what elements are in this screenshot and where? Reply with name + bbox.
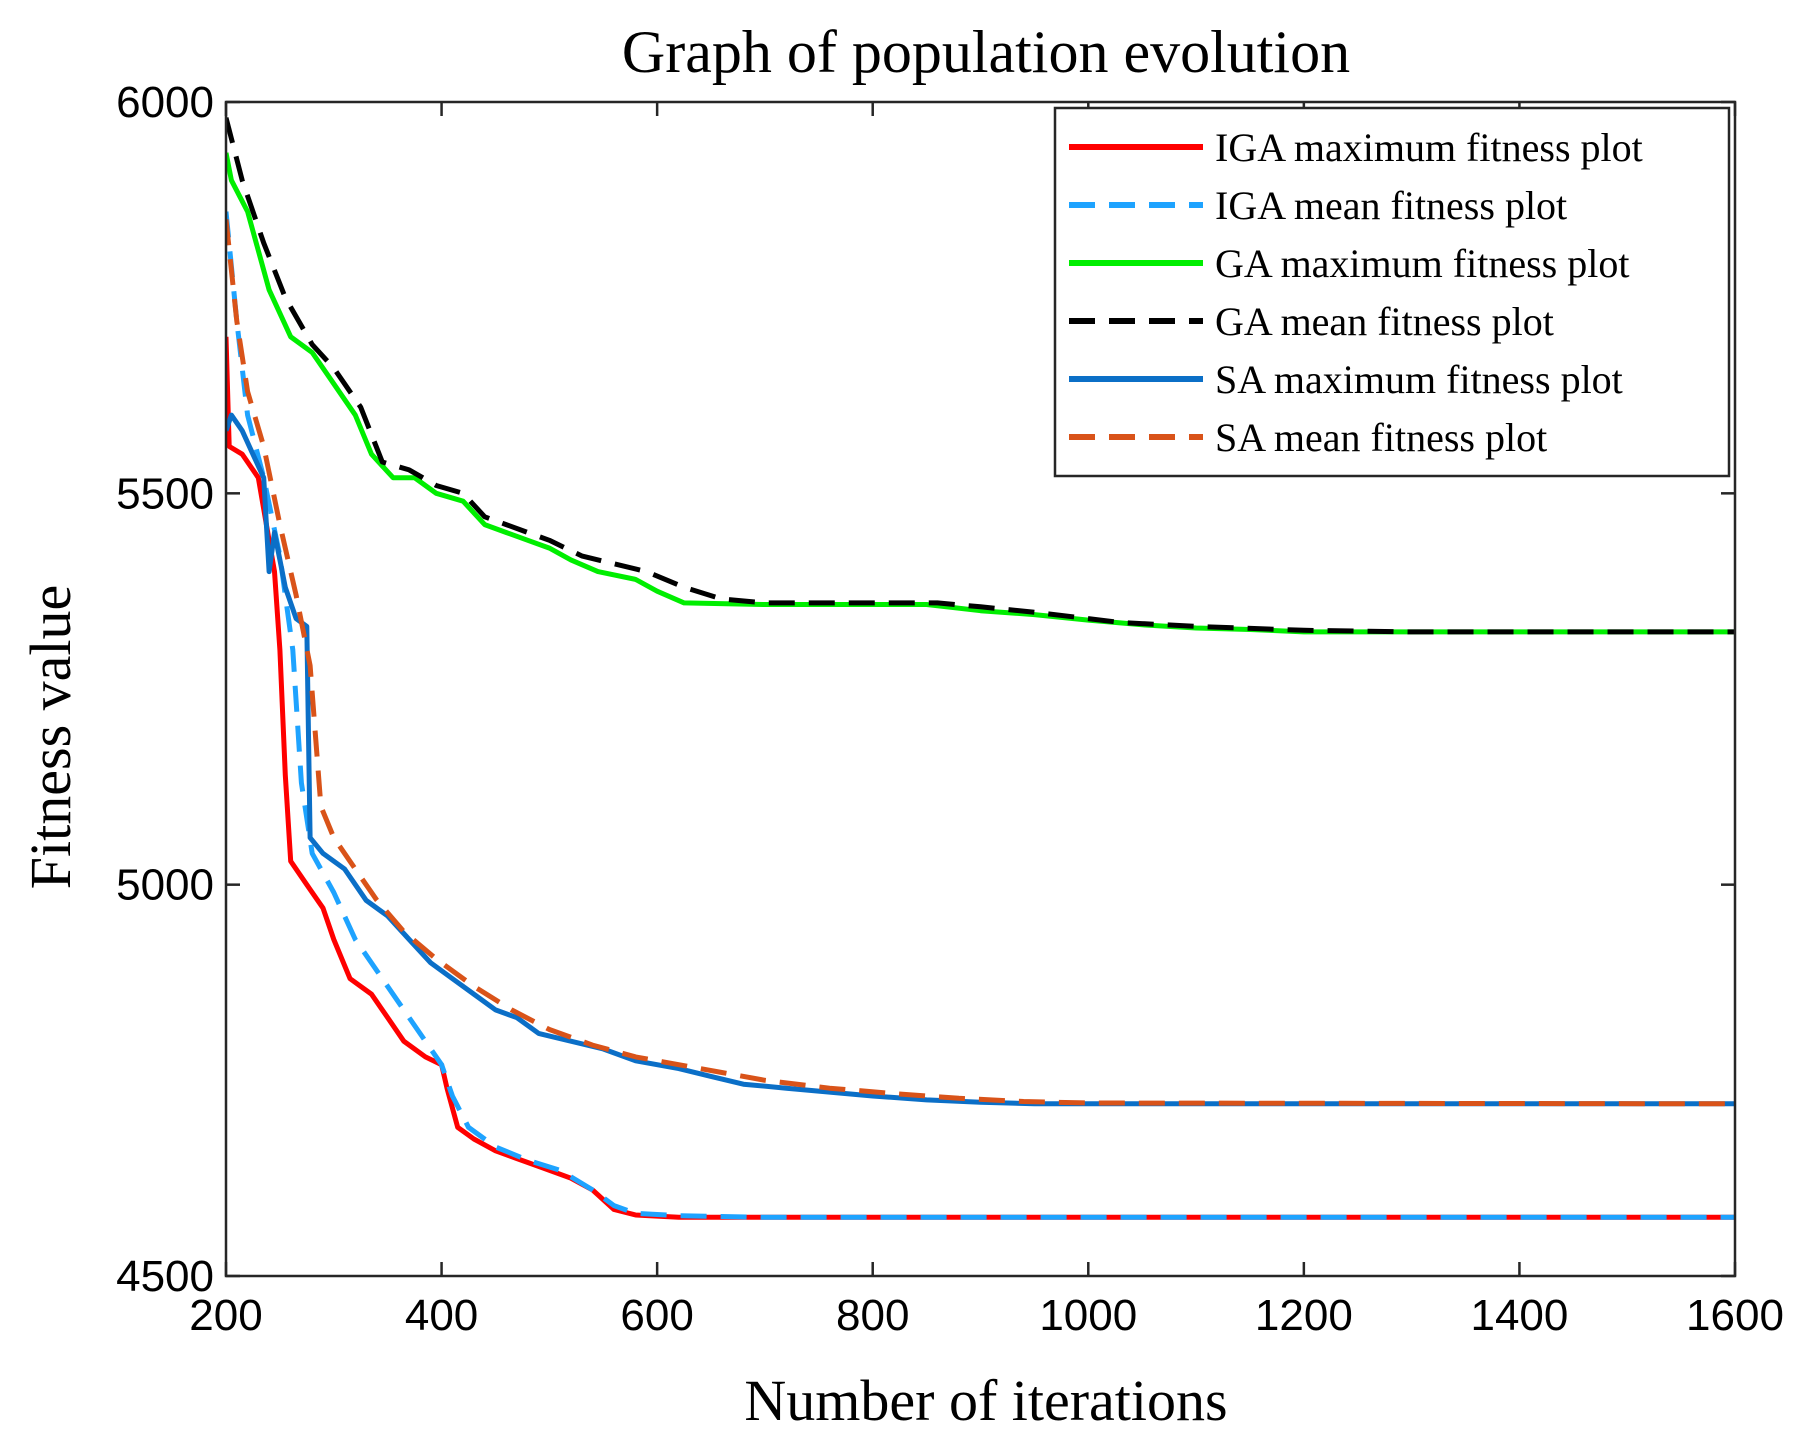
legend-label-ga-maximum-fitness-plot: GA maximum fitness plot <box>1215 241 1629 286</box>
legend-label-iga-mean-fitness-plot: IGA mean fitness plot <box>1215 183 1567 228</box>
chart-title: Graph of population evolution <box>622 19 1350 85</box>
legend-label-ga-mean-fitness-plot: GA mean fitness plot <box>1215 299 1554 344</box>
axes-frame <box>224 100 1737 1278</box>
y-axis-label: Fitness value <box>18 585 83 889</box>
series-line-ga-mean-fitness-plot <box>226 117 1735 635</box>
plot-area <box>226 117 1735 1220</box>
x-tick-label: 800 <box>836 1291 909 1340</box>
series-group <box>226 117 1735 1220</box>
legend-box <box>1053 106 1731 478</box>
x-tick-label: 400 <box>405 1291 478 1340</box>
legend-label-sa-mean-fitness-plot: SA mean fitness plot <box>1215 415 1547 460</box>
series-line-ga-maximum-fitness-plot <box>226 152 1735 635</box>
x-tick-label: 1200 <box>1255 1291 1353 1340</box>
y-tick-label: 4500 <box>116 1252 214 1301</box>
x-tick-label: 1000 <box>1039 1291 1137 1340</box>
x-tick-label: 1600 <box>1686 1291 1784 1340</box>
x-tick-label: 600 <box>620 1291 693 1340</box>
x-tick-label: 200 <box>189 1291 262 1340</box>
x-axis-label: Number of iterations <box>744 1368 1227 1433</box>
legend: IGA maximum fitness plot IGA mean fitness… <box>1053 106 1731 478</box>
y-tick-label: 5500 <box>116 469 214 518</box>
x-tick-label: 1400 <box>1470 1291 1568 1340</box>
series-line-iga-mean-fitness-plot <box>226 211 1735 1220</box>
legend-label-iga-maximum-fitness-plot: IGA maximum fitness plot <box>1215 125 1643 170</box>
y-tick-label: 5000 <box>116 861 214 910</box>
legend-label-sa-maximum-fitness-plot: SA maximum fitness plot <box>1215 357 1623 402</box>
axes: 200 400 600 800 1000 1200 1400 1600 4500 5000 5500… <box>116 78 1784 1340</box>
series-line-iga-maximum-fitness-plot <box>226 336 1735 1220</box>
series-line-sa-mean-fitness-plot <box>226 219 1735 1107</box>
y-tick-label: 6000 <box>116 78 214 127</box>
series-line-sa-maximum-fitness-plot <box>226 412 1735 1107</box>
